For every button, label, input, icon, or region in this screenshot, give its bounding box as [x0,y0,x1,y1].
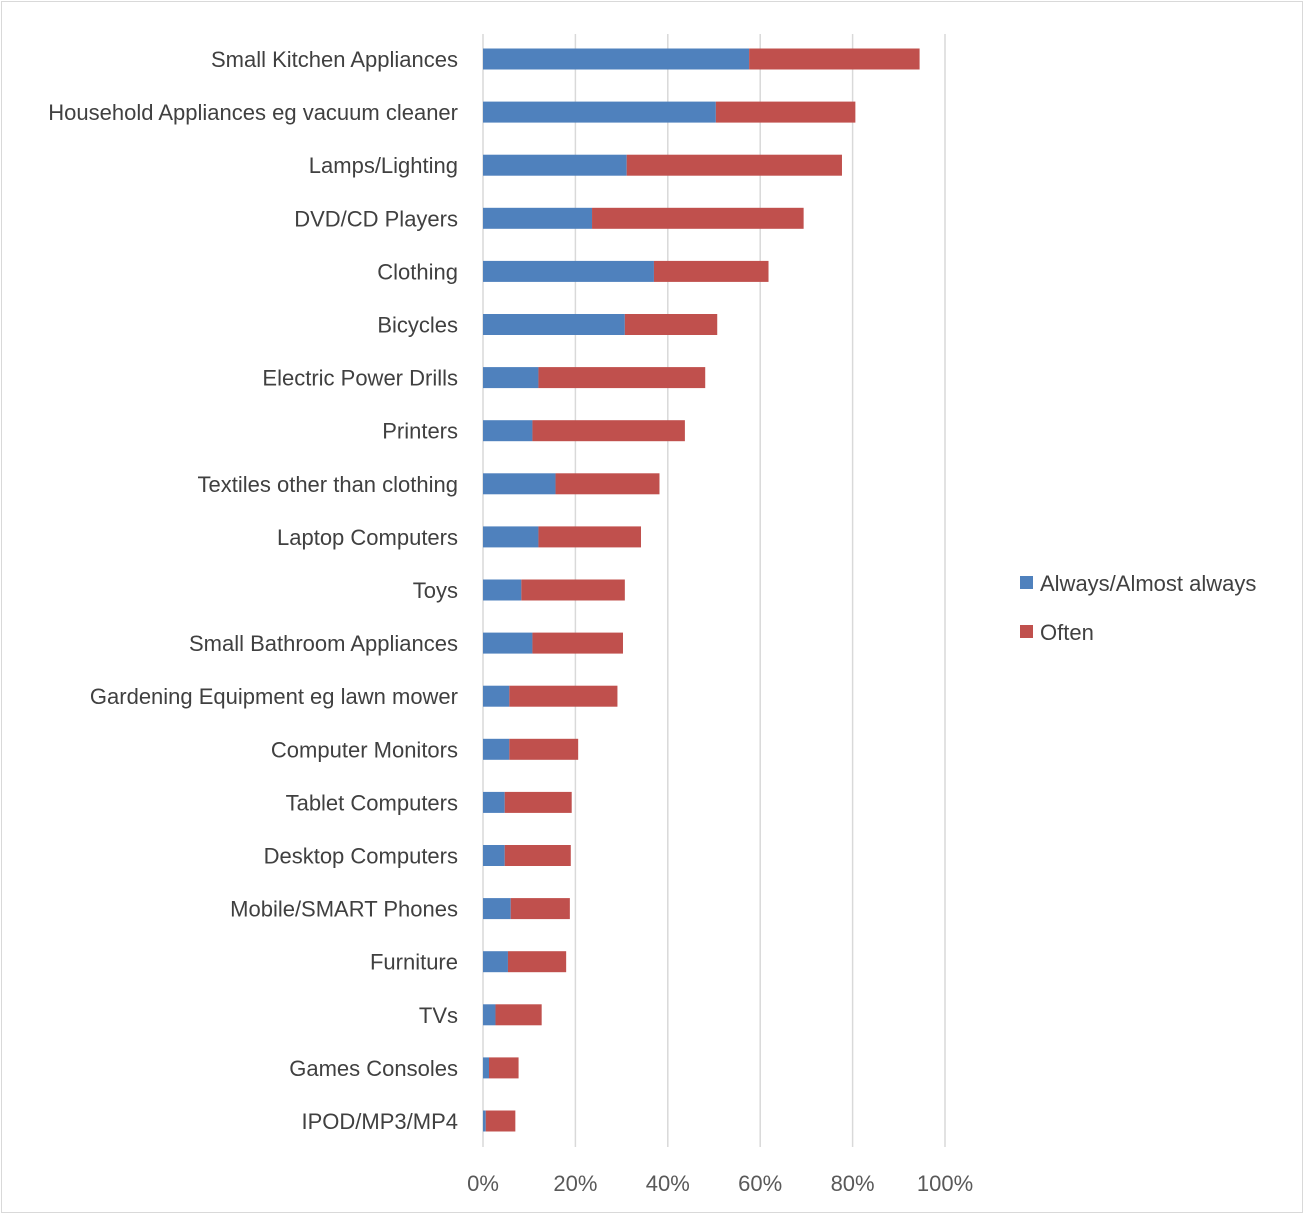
bar-often [485,1110,516,1132]
bar-often [592,207,804,229]
legend-swatch-often [1020,625,1033,638]
bar-always-almost-always [483,632,533,654]
bar-always-almost-always [483,526,539,548]
bar-always-almost-always [483,154,627,176]
legend: Always/Almost always Often [1020,571,1256,645]
bar-often [653,260,769,282]
category-label: Laptop Computers [277,525,458,550]
category-label: Household Appliances eg vacuum cleaner [48,100,458,125]
category-label: Toys [413,578,458,603]
x-tick-label: 20% [553,1171,597,1196]
bar-often [749,48,920,70]
category-label: Electric Power Drills [262,366,458,391]
bar-always-almost-always [483,207,593,229]
category-label: Tablet Computers [286,790,458,815]
bar-always-almost-always [483,951,508,973]
bar-often [504,845,571,866]
category-label: Desktop Computers [264,844,458,869]
bar-always-almost-always [483,791,505,813]
bar-often [489,1057,519,1079]
category-label: Printers [382,419,458,444]
x-tick-label: 100% [917,1171,973,1196]
bar-always-almost-always [483,898,511,920]
bars [483,48,920,1132]
category-label: Furniture [370,950,458,975]
bar-often [555,473,660,495]
bar-always-almost-always [483,1057,490,1079]
category-label: Clothing [377,259,458,284]
category-label: Computer Monitors [271,737,458,762]
bar-always-almost-always [483,367,539,389]
bar-often [521,579,625,601]
x-tick-labels: 0% 20% 40% 60% 80% 100% [467,1171,973,1196]
bar-often [509,738,579,760]
bar-always-almost-always [483,48,750,70]
bar-always-almost-always [483,314,625,335]
bar-always-almost-always [483,1004,496,1026]
category-label: TVs [419,1003,458,1028]
x-tick-label: 60% [738,1171,782,1196]
category-label: DVD/CD Players [294,206,458,231]
category-label: Mobile/SMART Phones [230,897,458,922]
category-label: Bicycles [377,313,458,338]
bar-often [538,526,642,548]
bar-often [715,101,856,123]
x-tick-label: 0% [467,1171,499,1196]
category-label: Games Consoles [289,1056,458,1081]
legend-swatch-always [1020,576,1033,589]
bar-always-almost-always [483,845,505,866]
bar-often [504,791,572,813]
bar-often [532,632,623,654]
category-label: Gardening Equipment eg lawn mower [90,684,458,709]
bar-often [624,314,718,335]
bar-often [626,154,842,176]
bar-always-almost-always [483,685,510,707]
bar-always-almost-always [483,260,654,282]
bar-often [532,420,685,442]
bar-often [509,685,618,707]
category-label: Lamps/Lighting [309,153,458,178]
bar-often [507,951,567,973]
bar-always-almost-always [483,579,522,601]
category-labels: Small Kitchen Appliances Household Applia… [48,47,458,1134]
bar-always-almost-always [483,101,716,123]
bar-often [495,1004,542,1026]
category-label: Textiles other than clothing [198,472,459,497]
x-tick-label: 80% [831,1171,875,1196]
category-label: Small Kitchen Appliances [211,47,458,72]
bar-always-almost-always [483,420,533,442]
category-label: IPOD/MP3/MP4 [302,1109,458,1134]
bar-always-almost-always [483,738,510,760]
bar-often [510,898,570,920]
legend-label-often: Often [1040,620,1094,645]
category-label: Small Bathroom Appliances [189,631,458,656]
bar-often [538,367,706,389]
bar-always-almost-always [483,473,556,495]
bar-always-almost-always [483,1110,486,1132]
x-tick-label: 40% [646,1171,690,1196]
legend-label-always: Always/Almost always [1040,571,1256,596]
